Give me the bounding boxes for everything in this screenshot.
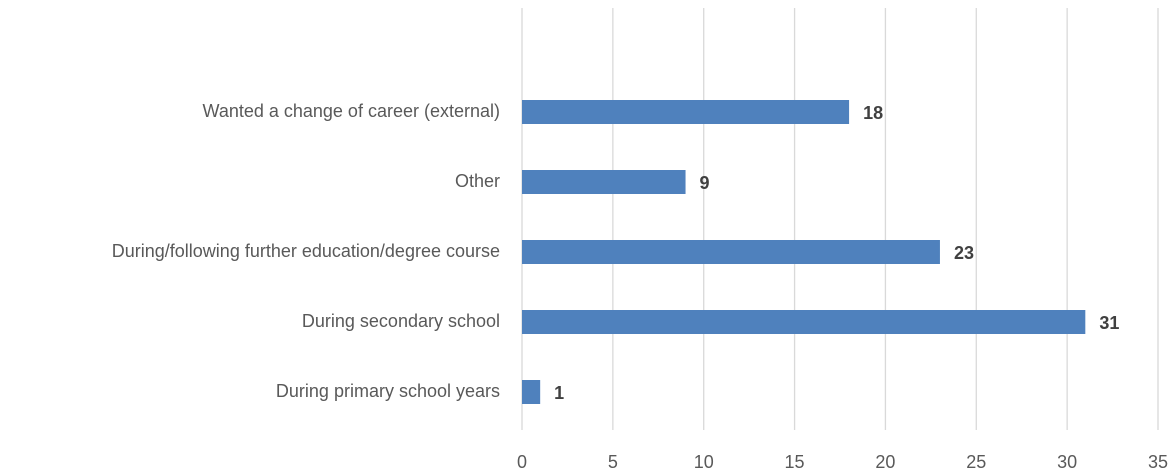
bar [522,100,850,124]
y-tick-label: Wanted a change of career (external) [203,101,501,121]
data-label: 23 [954,243,974,263]
x-tick-label: 5 [608,452,618,471]
x-tick-label: 25 [966,452,986,471]
x-tick-label: 30 [1057,452,1077,471]
y-tick-label: Other [455,171,500,191]
x-tick-label: 35 [1148,452,1168,471]
y-tick-label: During secondary school [302,311,500,331]
x-tick-label: 10 [694,452,714,471]
bar [522,240,940,264]
y-tick-label: During primary school years [276,381,500,401]
data-label: 18 [863,103,883,123]
x-tick-label: 0 [517,452,527,471]
x-tick-label: 20 [875,452,895,471]
y-tick-label: During/following further education/degre… [112,241,500,261]
bar [522,310,1086,334]
data-label: 31 [1099,313,1119,333]
data-label: 1 [554,383,564,403]
data-label: 9 [700,173,710,193]
bar [522,170,686,194]
x-tick-label: 15 [785,452,805,471]
bar [522,380,541,404]
